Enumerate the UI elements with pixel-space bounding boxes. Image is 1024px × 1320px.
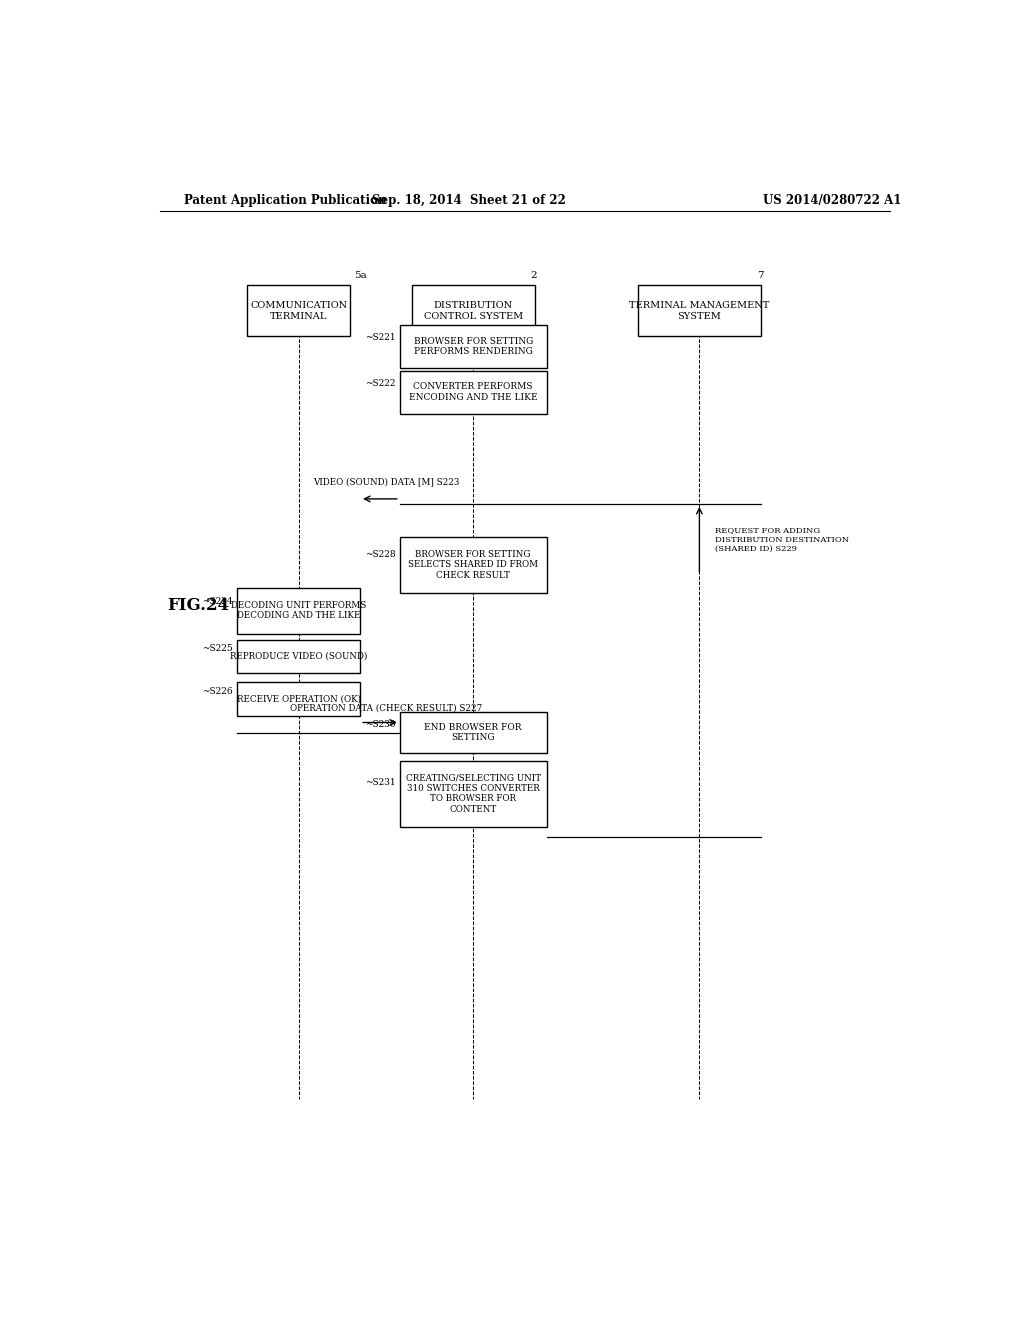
Bar	[638, 285, 761, 337]
Text: 5a: 5a	[354, 272, 367, 280]
Text: BROWSER FOR SETTING
SELECTS SHARED ID FROM
CHECK RESULT: BROWSER FOR SETTING SELECTS SHARED ID FR…	[409, 550, 539, 579]
Text: ~S224: ~S224	[203, 597, 233, 606]
Text: 7: 7	[757, 272, 764, 280]
Bar	[412, 285, 535, 337]
Text: ~S225: ~S225	[203, 644, 233, 653]
Text: 2: 2	[530, 272, 538, 280]
Text: ~S222: ~S222	[366, 379, 396, 388]
Text: REQUEST FOR ADDING
DISTRIBUTION DESTINATION
(SHARED ID) S229: REQUEST FOR ADDING DISTRIBUTION DESTINAT…	[715, 527, 849, 553]
Bar	[238, 682, 360, 715]
Text: CREATING/SELECTING UNIT
310 SWITCHES CONVERTER
TO BROWSER FOR
CONTENT: CREATING/SELECTING UNIT 310 SWITCHES CON…	[406, 774, 541, 813]
Text: END BROWSER FOR
SETTING: END BROWSER FOR SETTING	[425, 723, 522, 742]
Text: TERMINAL MANAGEMENT
SYSTEM: TERMINAL MANAGEMENT SYSTEM	[629, 301, 770, 321]
Bar	[399, 537, 547, 593]
Bar	[247, 285, 350, 337]
Text: RECEIVE OPERATION (OK): RECEIVE OPERATION (OK)	[237, 694, 360, 704]
Text: REPRODUCE VIDEO (SOUND): REPRODUCE VIDEO (SOUND)	[230, 652, 368, 661]
Text: CONVERTER PERFORMS
ENCODING AND THE LIKE: CONVERTER PERFORMS ENCODING AND THE LIKE	[409, 383, 538, 401]
Text: BROWSER FOR SETTING
PERFORMS RENDERING: BROWSER FOR SETTING PERFORMS RENDERING	[414, 337, 532, 356]
Text: VIDEO (SOUND) DATA [M] S223: VIDEO (SOUND) DATA [M] S223	[312, 478, 459, 487]
Text: ~S221: ~S221	[366, 333, 396, 342]
Bar	[238, 640, 360, 673]
Text: DECODING UNIT PERFORMS
DECODING AND THE LIKE: DECODING UNIT PERFORMS DECODING AND THE …	[231, 601, 367, 620]
Text: ~S230: ~S230	[366, 719, 396, 729]
Bar	[399, 713, 547, 752]
Text: Sep. 18, 2014  Sheet 21 of 22: Sep. 18, 2014 Sheet 21 of 22	[373, 194, 566, 207]
Text: ~S226: ~S226	[203, 686, 233, 696]
Text: DISTRIBUTION
CONTROL SYSTEM: DISTRIBUTION CONTROL SYSTEM	[424, 301, 523, 321]
Text: Patent Application Publication: Patent Application Publication	[183, 194, 386, 207]
Bar	[399, 760, 547, 826]
Text: US 2014/0280722 A1: US 2014/0280722 A1	[763, 194, 901, 207]
Bar	[399, 325, 547, 368]
Text: ~S231: ~S231	[366, 777, 396, 787]
Text: ~S228: ~S228	[366, 550, 396, 560]
Text: COMMUNICATION
TERMINAL: COMMUNICATION TERMINAL	[250, 301, 347, 321]
Text: OPERATION DATA (CHECK RESULT) S227: OPERATION DATA (CHECK RESULT) S227	[290, 704, 482, 713]
Text: FIG.24: FIG.24	[168, 597, 229, 614]
Bar	[399, 371, 547, 413]
Bar	[238, 587, 360, 634]
